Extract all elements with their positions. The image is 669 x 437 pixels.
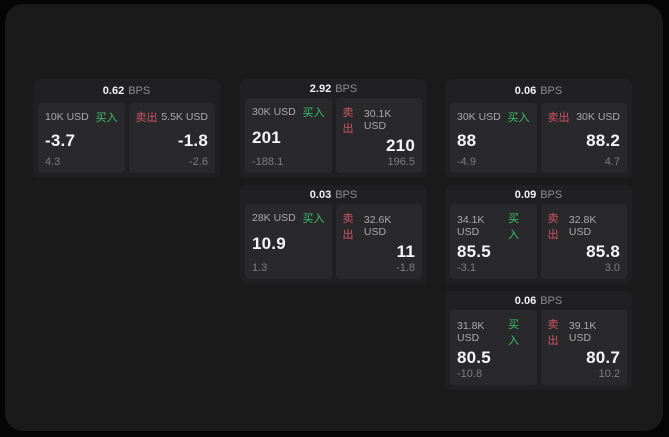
- sell-cell[interactable]: 卖出 32.6K USD 11 -1.8: [335, 204, 422, 279]
- buy-amount: 31.8K USD: [457, 320, 485, 344]
- buy-price: 201: [252, 128, 281, 147]
- quote-card: 0.06 BPS 31.8K USD 买入 80.5 -10.8 卖出 39.1…: [445, 291, 632, 390]
- buy-amount: 30K USD: [457, 111, 501, 123]
- sell-amount: 32.8K USD: [568, 214, 597, 238]
- sell-label: 卖出: [547, 112, 570, 124]
- sell-cell[interactable]: 卖出 30.1K USD 210 196.5: [335, 98, 422, 173]
- card-header: 0.09 BPS: [450, 185, 627, 204]
- bps-unit-label: BPS: [335, 82, 358, 95]
- card-header: 0.06 BPS: [450, 291, 627, 310]
- buy-cell[interactable]: 30K USD 买入 88 -4.9: [450, 103, 537, 173]
- sell-amount: 30.1K USD: [363, 108, 392, 132]
- sell-cell[interactable]: 卖出 32.8K USD 85.8 3.0: [540, 204, 627, 279]
- sell-cell[interactable]: 卖出 5.5K USD -1.8 -2.6: [128, 103, 215, 173]
- sell-price: -1.8: [177, 130, 208, 150]
- buy-amount: 10K USD: [45, 111, 89, 123]
- bps-value: 0.06: [514, 294, 537, 307]
- buy-cell[interactable]: 30K USD 买入 201 -188.1: [245, 98, 332, 173]
- quote-card: 0.06 BPS 30K USD 买入 88 -4.9 卖出 30K USD 8…: [445, 79, 632, 178]
- buy-cell[interactable]: 34.1K USD 买入 85.5 -3.1: [450, 204, 537, 279]
- buy-label: 买入: [302, 107, 325, 119]
- sell-amount: 30K USD: [576, 111, 620, 123]
- quote-card: 2.92 BPS 30K USD 买入 201 -188.1 卖出 30.1K …: [240, 79, 427, 178]
- buy-amount: 34.1K USD: [457, 214, 485, 238]
- card-header: 0.62 BPS: [38, 79, 215, 103]
- sell-delta: 10.2: [598, 368, 620, 380]
- buy-price: 10.9: [252, 234, 286, 253]
- buy-delta: -188.1: [252, 156, 284, 168]
- sell-delta: 196.5: [387, 156, 415, 168]
- sell-label: 卖出: [547, 213, 559, 241]
- card-header: 0.06 BPS: [450, 79, 627, 103]
- buy-delta: -10.8: [457, 368, 483, 380]
- sell-cell[interactable]: 卖出 30K USD 88.2 4.7: [540, 103, 627, 173]
- card-header: 0.03 BPS: [245, 185, 422, 204]
- sell-label: 卖出: [135, 112, 158, 124]
- sell-label: 卖出: [342, 107, 354, 135]
- main-panel: 0.62 BPS 10K USD 买入 -3.7 4.3 卖出 5.5K USD…: [5, 4, 663, 431]
- buy-price: 88: [457, 130, 477, 150]
- quote-card: 0.62 BPS 10K USD 买入 -3.7 4.3 卖出 5.5K USD…: [33, 79, 220, 178]
- buy-label: 买入: [507, 112, 530, 124]
- buy-price: -3.7: [45, 130, 76, 150]
- bps-unit-label: BPS: [540, 188, 563, 201]
- buy-label: 买入: [95, 112, 118, 124]
- buy-label: 买入: [302, 213, 325, 225]
- bps-value: 0.03: [309, 188, 332, 201]
- buy-label: 买入: [508, 319, 520, 347]
- sell-delta: 3.0: [604, 262, 620, 274]
- sell-delta: 4.7: [604, 156, 620, 168]
- bps-unit-label: BPS: [540, 85, 563, 97]
- sell-price: 80.7: [586, 348, 620, 367]
- bps-value: 0.09: [514, 188, 537, 201]
- sell-label: 卖出: [342, 213, 354, 241]
- buy-delta: 4.3: [45, 156, 61, 168]
- card-header: 2.92 BPS: [245, 79, 422, 98]
- buy-amount: 30K USD: [252, 106, 296, 118]
- buy-label: 买入: [508, 213, 520, 241]
- sell-price: 85.8: [586, 242, 620, 261]
- bps-value: 0.06: [514, 85, 537, 97]
- buy-delta: 1.3: [252, 262, 268, 274]
- sell-cell[interactable]: 卖出 39.1K USD 80.7 10.2: [540, 310, 627, 385]
- sell-amount: 32.6K USD: [363, 214, 392, 238]
- buy-delta: -3.1: [457, 262, 476, 274]
- sell-amount: 5.5K USD: [161, 111, 208, 123]
- buy-amount: 28K USD: [252, 212, 296, 224]
- bps-value: 0.62: [102, 85, 125, 97]
- buy-price: 80.5: [457, 348, 491, 367]
- bps-unit-label: BPS: [540, 294, 563, 307]
- bps-unit-label: BPS: [128, 85, 151, 97]
- sell-price: 88.2: [586, 130, 620, 150]
- buy-cell[interactable]: 10K USD 买入 -3.7 4.3: [38, 103, 125, 173]
- buy-delta: -4.9: [457, 156, 476, 168]
- bps-value: 2.92: [309, 82, 332, 95]
- buy-cell[interactable]: 31.8K USD 买入 80.5 -10.8: [450, 310, 537, 385]
- sell-price: 210: [386, 136, 415, 155]
- sell-label: 卖出: [547, 319, 559, 347]
- sell-amount: 39.1K USD: [568, 320, 597, 344]
- bps-unit-label: BPS: [335, 188, 358, 201]
- buy-price: 85.5: [457, 242, 491, 261]
- quote-card: 0.03 BPS 28K USD 买入 10.9 1.3 卖出 32.6K US…: [240, 185, 427, 284]
- quote-card: 0.09 BPS 34.1K USD 买入 85.5 -3.1 卖出 32.8K…: [445, 185, 632, 284]
- sell-delta: -2.6: [189, 156, 208, 168]
- sell-price: 11: [396, 242, 415, 261]
- sell-delta: -1.8: [396, 262, 415, 274]
- buy-cell[interactable]: 28K USD 买入 10.9 1.3: [245, 204, 332, 279]
